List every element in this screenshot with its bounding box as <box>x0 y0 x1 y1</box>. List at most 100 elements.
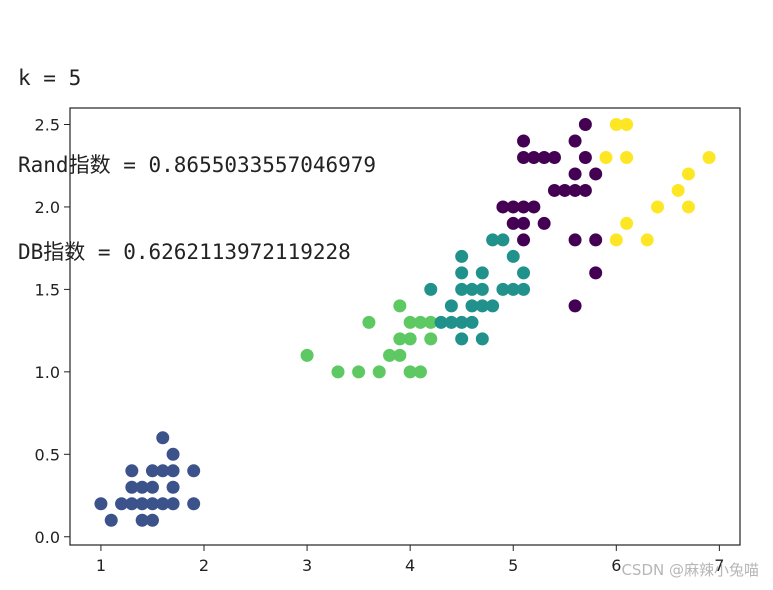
y-tick-label: 0.5 <box>35 445 60 464</box>
cell-output: k = 5 Rand指数 = 0.8655033557046979 DB指数 =… <box>18 6 376 296</box>
y-tick-label: 0.0 <box>35 528 60 547</box>
data-point <box>537 150 551 164</box>
x-tick-label: 1 <box>96 556 106 575</box>
data-point <box>166 447 180 461</box>
data-point <box>475 332 489 346</box>
data-point <box>517 150 531 164</box>
data-point <box>166 497 180 511</box>
data-point <box>589 233 603 247</box>
data-point <box>527 150 541 164</box>
data-point <box>145 480 159 494</box>
data-point <box>702 150 716 164</box>
data-point <box>455 266 469 280</box>
data-point <box>475 299 489 313</box>
data-point <box>393 299 407 313</box>
data-point <box>125 464 139 478</box>
data-point <box>609 233 623 247</box>
data-point <box>681 167 695 181</box>
x-tick-label: 3 <box>302 556 312 575</box>
data-point <box>568 183 582 197</box>
data-point <box>620 150 634 164</box>
x-tick-label: 2 <box>199 556 209 575</box>
data-point <box>578 150 592 164</box>
y-tick-label: 2.5 <box>35 115 60 134</box>
data-point <box>517 233 531 247</box>
data-point <box>465 299 479 313</box>
output-line-k: k = 5 <box>18 66 82 90</box>
data-point <box>331 365 345 379</box>
chart-marks <box>94 117 716 527</box>
data-point <box>444 299 458 313</box>
plot-area <box>69 107 741 546</box>
data-point <box>145 497 159 511</box>
data-point <box>115 497 129 511</box>
data-point <box>496 282 510 296</box>
watermark: CSDN @麻辣小兔喵 <box>621 561 759 579</box>
y-tick-label: 1.0 <box>35 363 60 382</box>
data-point <box>444 315 458 329</box>
chart-axes: 1 2 3 4 5 6 7 0.0 0.5 1.0 1.5 2.0 2.5 <box>35 115 725 575</box>
data-point <box>496 233 510 247</box>
data-point <box>156 464 170 478</box>
data-point <box>125 480 139 494</box>
data-point <box>413 365 427 379</box>
data-point <box>94 497 108 511</box>
data-point <box>424 315 438 329</box>
data-point <box>475 282 489 296</box>
data-point <box>517 216 531 230</box>
data-point <box>568 299 582 313</box>
data-point <box>352 365 366 379</box>
data-point <box>465 282 479 296</box>
data-point <box>383 348 397 362</box>
data-point <box>517 282 531 296</box>
data-point <box>486 233 500 247</box>
output-line-db-index: DB指数 = 0.6262113972119228 <box>18 240 351 264</box>
data-point <box>434 315 448 329</box>
data-point <box>568 233 582 247</box>
data-point <box>506 200 520 214</box>
data-point <box>568 167 582 181</box>
data-point <box>609 117 623 131</box>
data-point <box>517 200 531 214</box>
data-point <box>145 513 159 527</box>
data-point <box>527 200 541 214</box>
output-line-rand-index: Rand指数 = 0.8655033557046979 <box>18 153 377 177</box>
data-point <box>403 365 417 379</box>
data-point <box>475 266 489 280</box>
x-tick-label: 6 <box>611 556 621 575</box>
data-point <box>578 183 592 197</box>
data-point <box>455 249 469 263</box>
data-point <box>537 216 551 230</box>
data-point <box>589 266 603 280</box>
data-point <box>104 513 118 527</box>
data-point <box>125 497 139 511</box>
data-point <box>568 134 582 148</box>
data-point <box>135 513 149 527</box>
data-point <box>393 348 407 362</box>
data-point <box>547 150 561 164</box>
data-point <box>517 266 531 280</box>
data-point <box>589 167 603 181</box>
x-tick-label: 5 <box>508 556 518 575</box>
data-point <box>403 332 417 346</box>
data-point <box>166 480 180 494</box>
data-point <box>486 299 500 313</box>
data-point <box>135 497 149 511</box>
data-point <box>145 464 159 478</box>
data-point <box>651 200 665 214</box>
data-point <box>455 282 469 296</box>
data-point <box>187 464 201 478</box>
data-point <box>424 282 438 296</box>
data-point <box>166 464 180 478</box>
data-point <box>413 315 427 329</box>
data-point <box>506 282 520 296</box>
data-point <box>156 431 170 445</box>
data-point <box>620 117 634 131</box>
data-point <box>640 233 654 247</box>
data-point <box>135 480 149 494</box>
data-point <box>403 315 417 329</box>
data-point <box>506 216 520 230</box>
data-point <box>424 332 438 346</box>
y-tick-label: 1.5 <box>35 280 60 299</box>
